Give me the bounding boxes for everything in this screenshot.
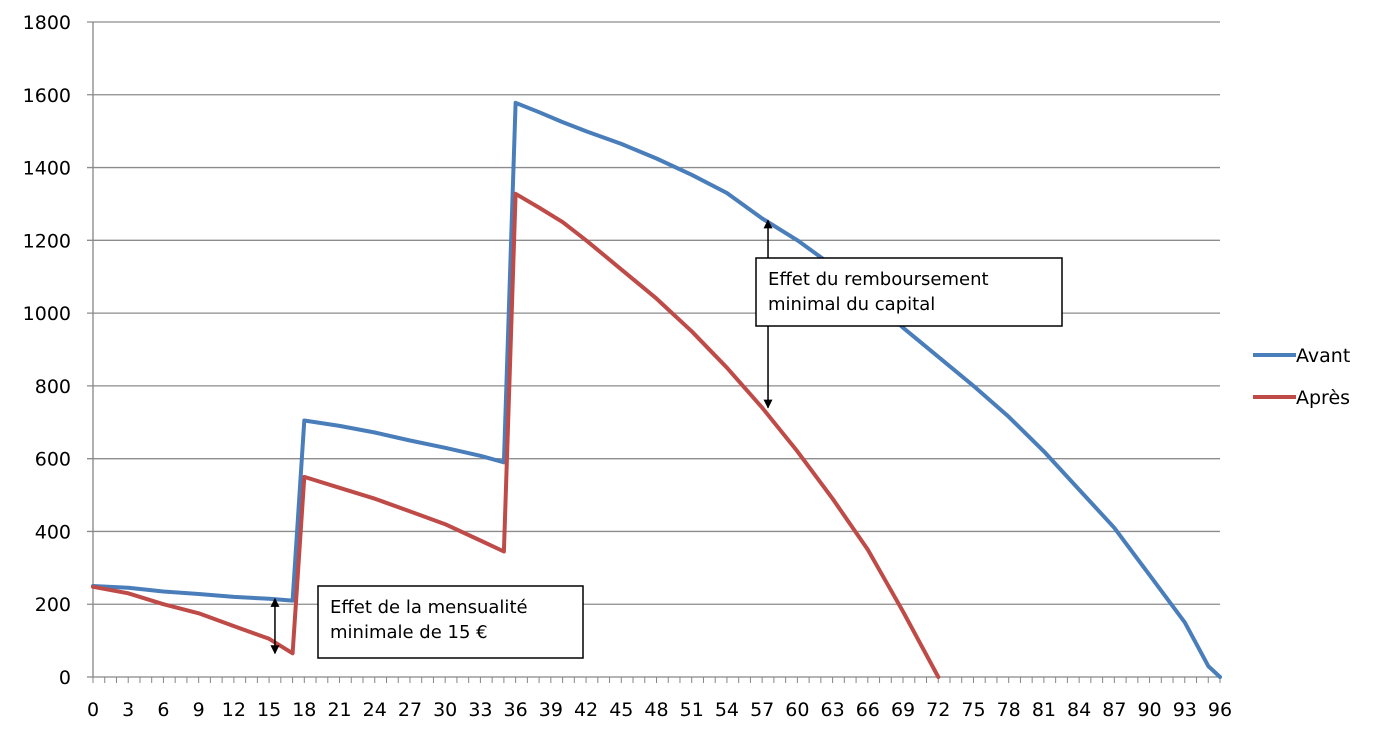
x-tick-label: 48 — [644, 699, 668, 721]
x-tick-label: 81 — [1032, 699, 1056, 721]
x-tick-label: 96 — [1208, 699, 1232, 721]
y-tick-label: 1400 — [23, 158, 71, 180]
x-tick-label: 78 — [997, 699, 1021, 721]
x-tick-label: 51 — [680, 699, 704, 721]
series-line-avant — [91, 100, 1222, 679]
x-tick-label: 12 — [222, 699, 246, 721]
x-tick-label: 21 — [327, 699, 351, 721]
x-tick-label: 57 — [750, 699, 774, 721]
x-tick-label: 15 — [257, 699, 281, 721]
x-tick-label: 54 — [715, 699, 739, 721]
x-tick-label: 66 — [856, 699, 880, 721]
annotation-text: Effet de la mensualité — [330, 597, 528, 618]
y-tick-label: 200 — [35, 594, 71, 616]
annotation-box — [317, 585, 584, 659]
x-tick-label: 69 — [891, 699, 915, 721]
x-tick-label: 36 — [504, 699, 528, 721]
annotation-text: minimal du capital — [768, 294, 935, 315]
x-tick-label: 0 — [87, 699, 99, 721]
x-tick-label: 93 — [1173, 699, 1197, 721]
x-tick-label: 60 — [785, 699, 809, 721]
x-tick-label: 87 — [1102, 699, 1126, 721]
x-tick-label: 72 — [926, 699, 950, 721]
x-tick-label: 63 — [821, 699, 845, 721]
x-tick-label: 18 — [292, 699, 316, 721]
x-tick-label: 6 — [157, 699, 169, 721]
x-tick-label: 90 — [1137, 699, 1161, 721]
annotation-text: Effet du remboursement — [768, 269, 989, 290]
y-tick-label: 1000 — [23, 303, 71, 325]
annotation-text: minimale de 15 € — [330, 622, 488, 643]
legend-label: Avant — [1296, 345, 1350, 367]
x-tick-label: 75 — [961, 699, 985, 721]
x-tick-label: 33 — [468, 699, 492, 721]
x-tick-label: 45 — [609, 699, 633, 721]
y-tick-label: 400 — [35, 521, 71, 543]
x-tick-label: 42 — [574, 699, 598, 721]
x-tick-label: 30 — [433, 699, 457, 721]
x-tick-label: 24 — [363, 699, 387, 721]
x-tick-label: 39 — [539, 699, 563, 721]
x-tick-label: 84 — [1067, 699, 1091, 721]
x-tick-label: 27 — [398, 699, 422, 721]
legend-label: Après — [1296, 387, 1350, 409]
annotation-box — [755, 257, 1063, 327]
y-tick-label: 600 — [35, 449, 71, 471]
y-tick-label: 800 — [35, 376, 71, 398]
y-tick-label: 1600 — [23, 85, 71, 107]
x-tick-label: 9 — [193, 699, 205, 721]
series-line-apres — [91, 191, 941, 679]
y-tick-label: 0 — [59, 667, 71, 689]
x-tick-label: 3 — [122, 699, 134, 721]
y-tick-label: 1800 — [23, 12, 71, 34]
y-tick-label: 1200 — [23, 230, 71, 252]
